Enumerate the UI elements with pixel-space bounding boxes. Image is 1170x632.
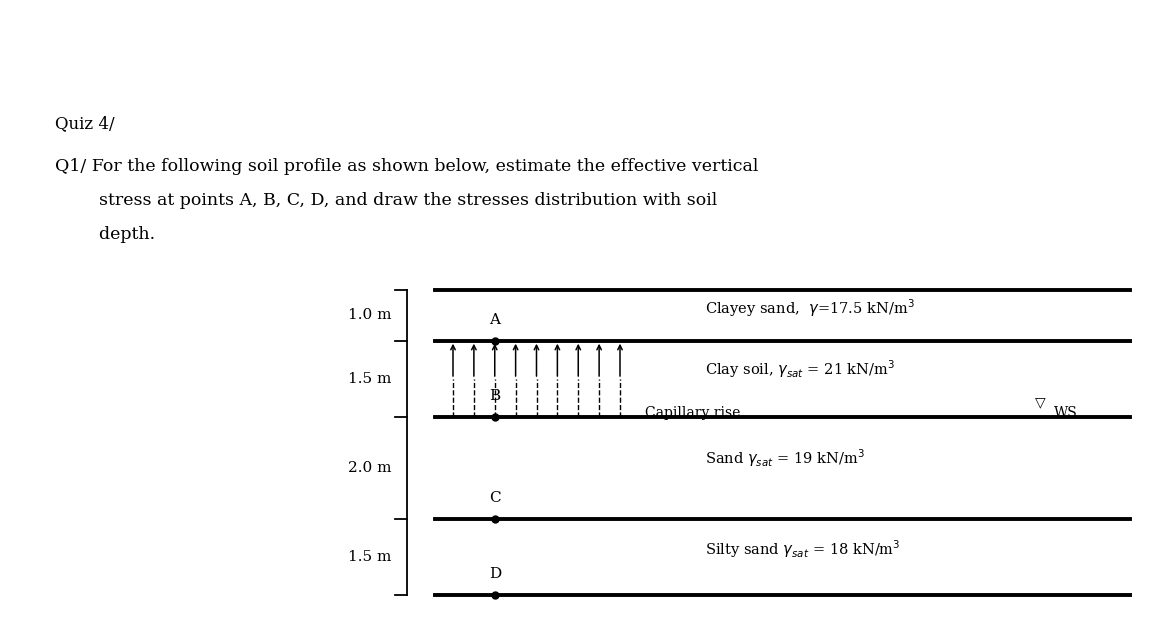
Text: B: B bbox=[489, 389, 501, 403]
Text: D: D bbox=[489, 567, 501, 581]
Text: 1.5 m: 1.5 m bbox=[349, 372, 392, 386]
Text: Clay soil, $\gamma_{sat}$ = 21 kN/m$^3$: Clay soil, $\gamma_{sat}$ = 21 kN/m$^3$ bbox=[706, 358, 895, 380]
Text: ▽: ▽ bbox=[1034, 395, 1045, 409]
Text: C: C bbox=[489, 491, 501, 505]
Text: Clayey sand,  $\gamma$=17.5 kN/m$^3$: Clayey sand, $\gamma$=17.5 kN/m$^3$ bbox=[706, 297, 915, 319]
Text: stress at points A, B, C, D, and draw the stresses distribution with soil: stress at points A, B, C, D, and draw th… bbox=[55, 192, 717, 209]
Text: 1.5 m: 1.5 m bbox=[349, 550, 392, 564]
Text: WS: WS bbox=[1054, 406, 1078, 420]
Text: A: A bbox=[489, 313, 501, 327]
Text: Silty sand $\gamma_{sat}$ = 18 kN/m$^3$: Silty sand $\gamma_{sat}$ = 18 kN/m$^3$ bbox=[706, 538, 901, 560]
Text: 1.0 m: 1.0 m bbox=[349, 308, 392, 322]
Text: Sand $\gamma_{sat}$ = 19 kN/m$^3$: Sand $\gamma_{sat}$ = 19 kN/m$^3$ bbox=[706, 447, 865, 468]
Text: Capillary rise: Capillary rise bbox=[645, 406, 741, 420]
Text: 2.0 m: 2.0 m bbox=[349, 461, 392, 475]
Text: Q1/ For the following soil profile as shown below, estimate the effective vertic: Q1/ For the following soil profile as sh… bbox=[55, 158, 758, 175]
Text: Quiz 4/: Quiz 4/ bbox=[55, 115, 115, 132]
Text: depth.: depth. bbox=[55, 226, 156, 243]
